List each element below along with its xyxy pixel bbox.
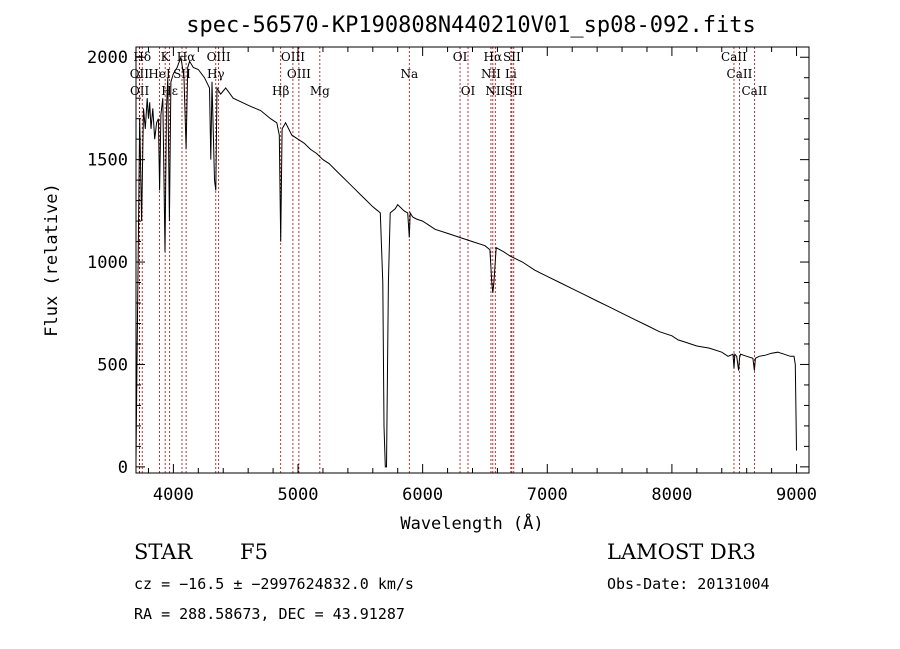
- emission-line-label: NII: [481, 67, 501, 81]
- object-class: STAR: [134, 540, 193, 564]
- emission-line-label: CaII: [721, 50, 747, 64]
- emission-line-label: Hβ: [272, 84, 289, 98]
- emission-line-label: K: [161, 50, 171, 64]
- x-tick-label: 9000: [776, 485, 817, 505]
- emission-line-markers: [138, 47, 755, 473]
- emission-line-label: Na: [400, 67, 418, 81]
- chart-title: spec-56570-KP190808N440210V01_sp08-092.f…: [186, 13, 756, 38]
- x-tick-label: 6000: [402, 485, 443, 505]
- y-tick-label: 1500: [87, 151, 128, 171]
- emission-line-label: OII: [130, 84, 150, 98]
- emission-line-label: Hγ: [207, 67, 225, 81]
- x-tick-label: 7000: [527, 485, 568, 505]
- emission-line-label: SII: [505, 84, 523, 98]
- emission-line-label: HeI: [148, 67, 171, 81]
- x-tick-label: 4000: [153, 485, 194, 505]
- emission-line-label: NII: [485, 84, 505, 98]
- emission-line-label: OI: [453, 50, 468, 64]
- coordinates-readout: RA = 288.58673, DEC = 43.91287: [134, 605, 405, 623]
- y-tick-label: 0: [118, 458, 128, 478]
- emission-line-label: Hα: [484, 50, 503, 64]
- emission-line-label: SII: [173, 67, 191, 81]
- emission-line-label: SII: [503, 50, 521, 64]
- emission-line-label: Mg: [310, 84, 330, 98]
- emission-line-label: OII: [130, 67, 150, 81]
- observation-date: Obs-Date: 20131004: [607, 575, 770, 593]
- plot-frame: [135, 46, 810, 474]
- emission-line-label: CaII: [741, 84, 767, 98]
- emission-line-label: OI: [461, 84, 476, 98]
- emission-line-label: Hε: [161, 84, 178, 98]
- x-tick-label: 8000: [651, 485, 692, 505]
- x-axis-ticks: 4000 5000 6000 7000 8000 9000: [147, 47, 817, 505]
- emission-line-label: OIII: [207, 50, 231, 64]
- y-tick-label: 500: [97, 355, 128, 375]
- y-axis-ticks: 0 500 1000 1500 2000: [87, 48, 809, 478]
- y-axis-label: Flux (relative): [42, 183, 62, 337]
- redshift-readout: cz = −16.5 ± −2997624832.0 km/s: [134, 575, 414, 593]
- spectrum-series-line: [135, 57, 797, 468]
- y-tick-label: 2000: [87, 48, 128, 68]
- emission-line-label: OIII: [281, 50, 305, 64]
- emission-line-label: Li: [505, 67, 517, 81]
- object-subclass: F5: [240, 540, 268, 564]
- emission-line-label: CaII: [727, 67, 753, 81]
- y-tick-label: 1000: [87, 253, 128, 273]
- x-tick-label: 5000: [278, 485, 319, 505]
- survey-name: LAMOST DR3: [607, 540, 756, 564]
- x-axis-label: Wavelength (Å): [400, 512, 543, 534]
- emission-line-label: OIII: [287, 67, 311, 81]
